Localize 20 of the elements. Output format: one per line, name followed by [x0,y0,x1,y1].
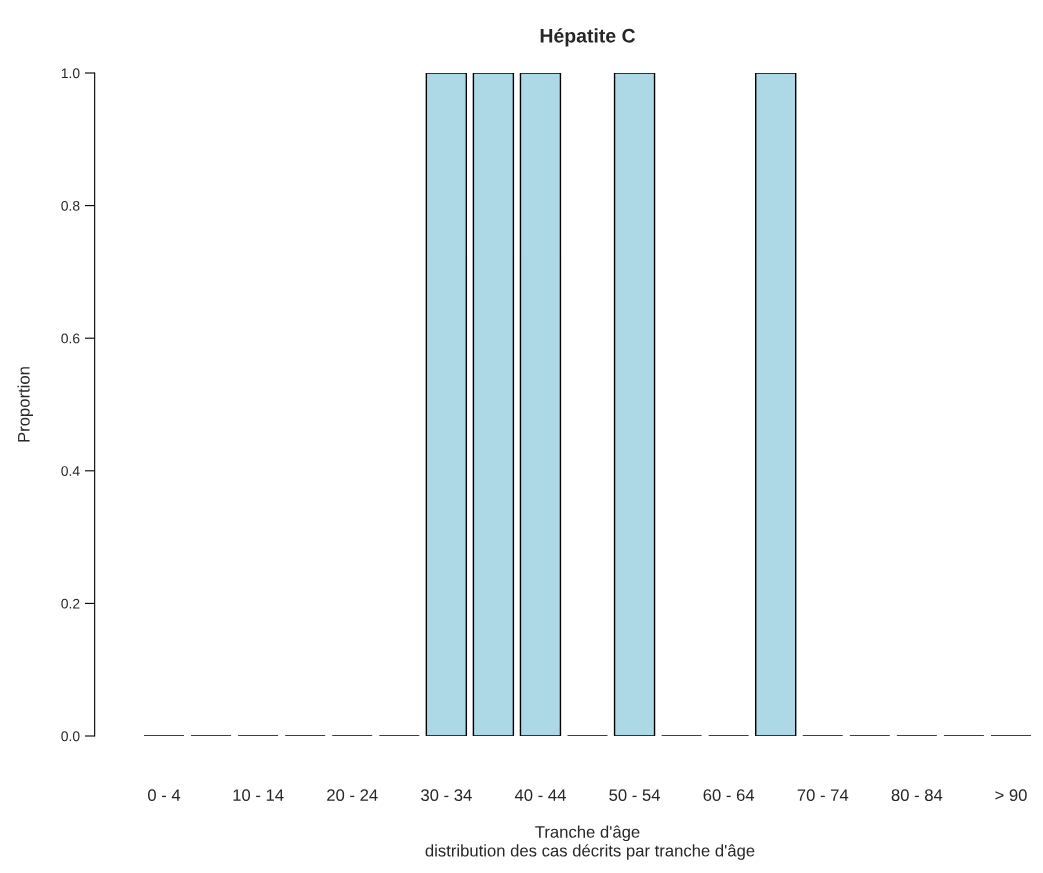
y-tick-label: 0.6 [61,333,80,344]
x-tick-label: 30 - 34 [421,789,472,802]
x-tick-label: 80 - 84 [891,789,943,802]
y-tick-label: 0.4 [61,466,80,476]
x-tick-label: 20 - 24 [327,789,378,802]
x-tick-label: 70 - 74 [797,789,849,802]
y-tick-label: 0.2 [61,598,80,609]
x-tick-label: 0 - 4 [148,789,181,802]
y-tick-label: 0.0 [61,731,80,742]
chart-title: Hépatite C [540,28,636,47]
text: distribution des cas décrits par tranche d'âge [425,844,755,860]
x-tick-label: 60 - 64 [703,789,755,802]
x-tick-label: 40 - 44 [514,789,566,802]
y-tick-label: 1.0 [61,68,80,79]
x-axis-title: Tranche d'âge [535,825,640,842]
y-axis-title: Proportion [17,367,33,442]
x-tick-label: > 90 [995,789,1027,802]
x-tick-label: 50 - 54 [609,789,661,802]
x-tick-label: 10 - 14 [233,789,284,802]
y-tick-label: 0.8 [61,200,80,211]
